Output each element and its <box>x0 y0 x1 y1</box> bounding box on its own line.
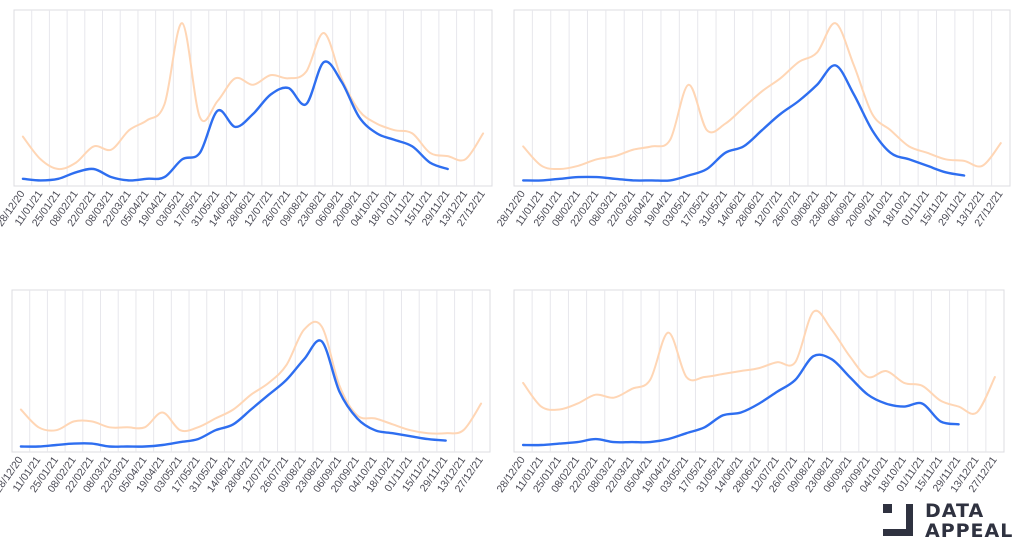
logo-line-2: APPEAL <box>925 520 1014 542</box>
series-line-dark <box>522 64 966 182</box>
series-line-dark <box>521 353 960 447</box>
logo-line-1: DATA <box>925 500 985 522</box>
chart-panel-2: 28/12/2011/01/2125/01/2108/02/2122/02/21… <box>495 9 1011 229</box>
series-line-dark <box>19 339 447 448</box>
plot-frame <box>513 289 1005 453</box>
plot-frame <box>13 9 493 187</box>
series-line-light <box>19 320 483 435</box>
bracket-logo-icon <box>883 504 913 536</box>
chart-panel-3: 28/12/2011/01/2125/01/2108/02/2122/02/21… <box>0 289 491 495</box>
plot-frame <box>11 289 491 453</box>
series-line-light <box>522 22 1002 171</box>
series-line-light <box>21 22 485 171</box>
plot-frame <box>513 9 1011 187</box>
series-line-dark <box>21 60 449 182</box>
chart-panel-4: 28/12/2011/01/2125/01/2108/02/2122/02/21… <box>495 289 1005 495</box>
chart-panel-1: 28/12/2011/01/2125/01/2108/02/2122/02/21… <box>0 9 493 229</box>
series-line-light <box>522 309 996 415</box>
data-appeal-logo: DATA APPEAL <box>881 500 1014 542</box>
